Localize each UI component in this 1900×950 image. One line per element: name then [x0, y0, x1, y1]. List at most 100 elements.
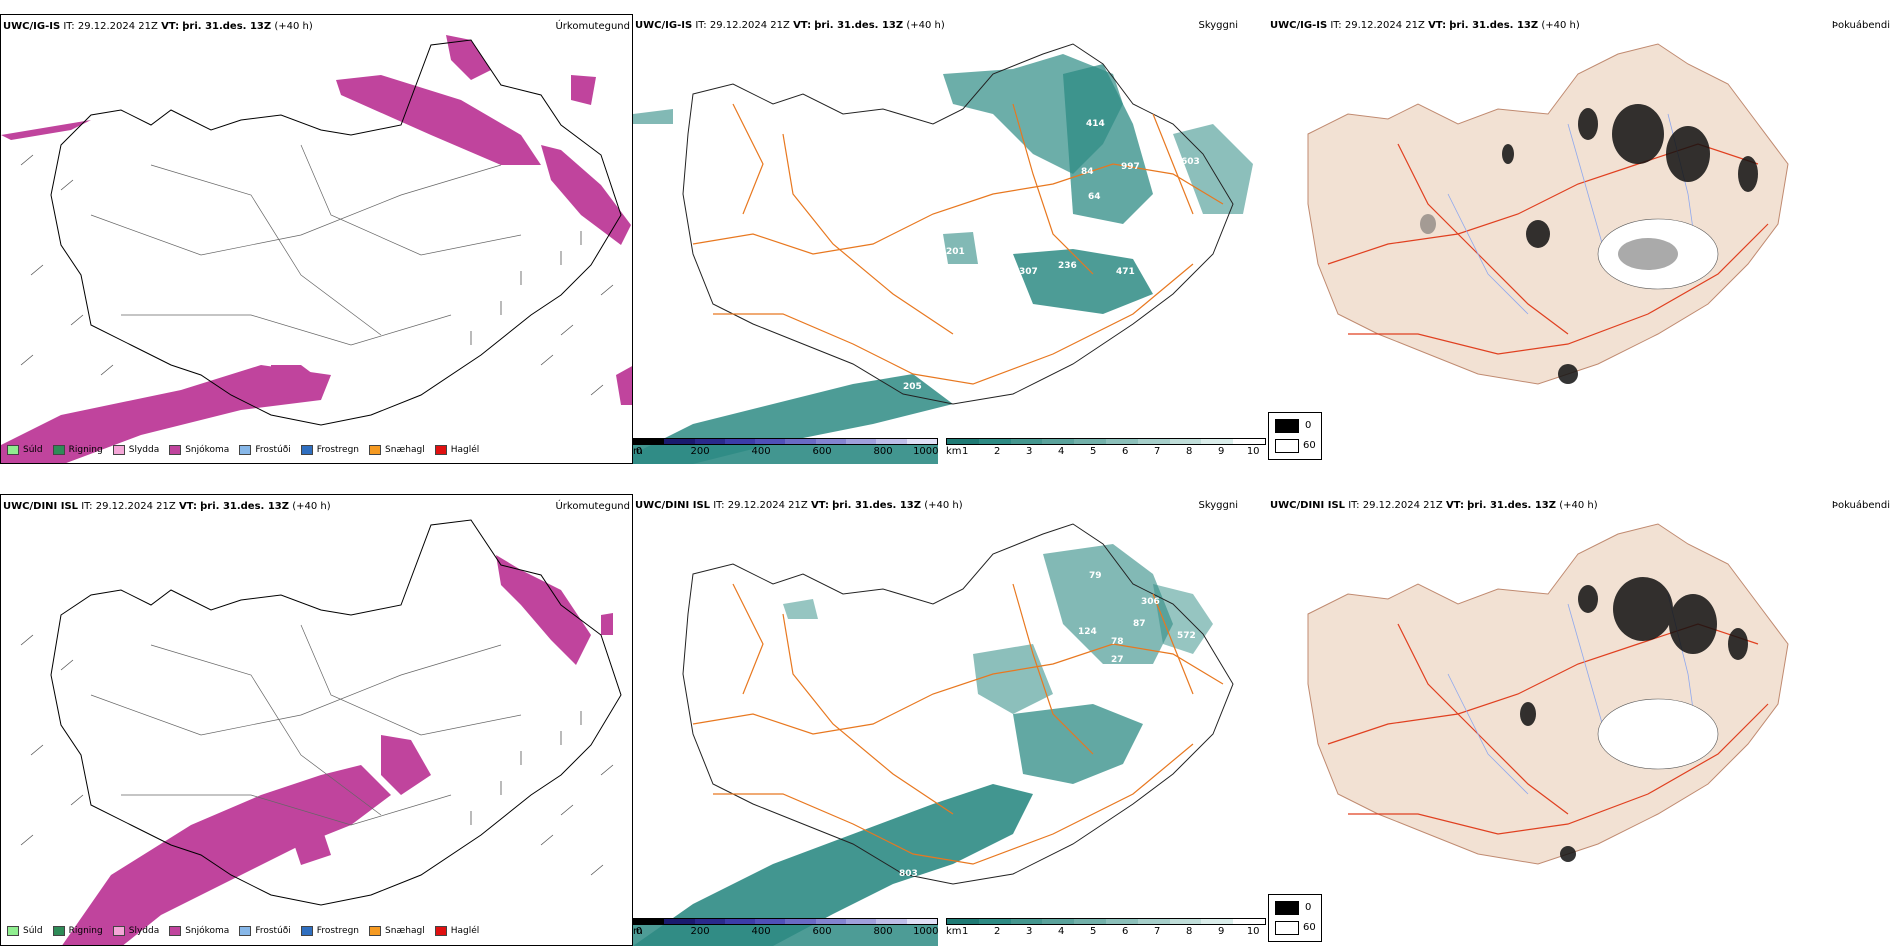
legend-item: Frostregn — [300, 445, 359, 455]
visibility-panel-1: 421 414 997 603 84 64 201 307 236 471 20… — [633, 14, 1268, 464]
svg-text:201: 201 — [946, 247, 965, 257]
svg-text:306: 306 — [1141, 597, 1160, 607]
height-tick: 800 — [873, 446, 893, 457]
panel-corner-label-fog-1: Þokuábendi — [1831, 20, 1890, 31]
height-tick: 200 — [690, 926, 710, 937]
km-tick: 3 — [1026, 926, 1033, 937]
fog-panel-2: UWC/DINI ISL IT: 29.12.2024 21Z VT: þri.… — [1268, 494, 1900, 946]
fog-panel-1: UWC/IG-IS IT: 29.12.2024 21Z VT: þri. 31… — [1268, 14, 1900, 464]
km-tick: 5 — [1090, 446, 1097, 457]
km-unit: km — [946, 446, 962, 457]
svg-text:79: 79 — [1089, 571, 1102, 581]
svg-text:236: 236 — [1058, 261, 1077, 271]
height-tick: 200 — [690, 446, 710, 457]
panel-title-2b: UWC/DINI ISL IT: 29.12.2024 21Z VT: þri.… — [635, 500, 963, 511]
legend-item: Snæhagl — [369, 926, 425, 936]
km-tick: 8 — [1186, 926, 1193, 937]
precip-legend-2: Súld Rigning Slydda Snjókoma Frostúði Fr… — [7, 926, 479, 936]
km-tick: 7 — [1154, 446, 1161, 457]
panel-corner-label-precip-1: Úrkomutegund — [555, 21, 630, 32]
height-tick: 0 — [635, 446, 643, 457]
svg-text:603: 603 — [1181, 157, 1200, 167]
height-tick: 600 — [812, 926, 832, 937]
legend-item: Frostúði — [239, 926, 291, 936]
height-unit: m — [633, 446, 643, 457]
legend-item: Rigning — [52, 445, 103, 455]
height-colorbar-1: 0 200 400 600 800 1000 m — [633, 438, 939, 460]
legend-item: Súld — [7, 445, 43, 455]
km-colorbar-1: 1 2 3 4 5 6 7 8 9 10 km — [946, 438, 1266, 460]
svg-text:421: 421 — [1121, 77, 1140, 87]
panel-corner-label-precip-2: Úrkomutegund — [555, 501, 630, 512]
svg-text:84: 84 — [1081, 167, 1094, 177]
km-tick: 4 — [1058, 926, 1065, 937]
legend-item: Snæhagl — [369, 445, 425, 455]
panel-title-1a: UWC/IG-IS IT: 29.12.2024 21Z VT: þri. 31… — [3, 21, 313, 32]
height-colorbar-2: 0 200 400 600 800 1000 m — [633, 918, 939, 940]
svg-text:307: 307 — [1019, 267, 1038, 277]
panel-title-2c: UWC/DINI ISL IT: 29.12.2024 21Z VT: þri.… — [1270, 500, 1598, 511]
height-tick: 1000 — [913, 926, 939, 937]
precip-legend-1: Súld Rigning Slydda Snjókoma Frostúði Fr… — [7, 445, 479, 455]
svg-text:803: 803 — [899, 869, 918, 879]
legend-item: Frostregn — [300, 926, 359, 936]
svg-text:27: 27 — [1111, 655, 1124, 665]
legend-item: Haglél — [434, 926, 479, 936]
km-tick: 10 — [1246, 926, 1260, 937]
km-tick: 10 — [1246, 446, 1260, 457]
km-tick: 1 — [962, 446, 969, 457]
km-tick: 3 — [1026, 446, 1033, 457]
precip-type-panel-1: UWC/IG-IS IT: 29.12.2024 21Z VT: þri. 31… — [0, 14, 633, 464]
km-tick: 6 — [1122, 446, 1129, 457]
panel-corner-label-fog-2: Þokuábendi — [1831, 500, 1890, 511]
legend-item: Frostúði — [239, 445, 291, 455]
km-tick: 1 — [962, 926, 969, 937]
svg-text:471: 471 — [1116, 267, 1135, 277]
km-tick: 6 — [1122, 926, 1129, 937]
visibility-panel-2: 79 306 124 87 78 572 27 803 UWC/DINI ISL… — [633, 494, 1268, 946]
km-tick: 8 — [1186, 446, 1193, 457]
height-tick: 1000 — [913, 446, 939, 457]
panel-title-2a: UWC/DINI ISL IT: 29.12.2024 21Z VT: þri.… — [3, 501, 331, 512]
legend-item: Haglél — [434, 445, 479, 455]
height-tick: 0 — [635, 926, 643, 937]
svg-text:124: 124 — [1078, 627, 1097, 637]
height-tick: 400 — [751, 926, 771, 937]
panel-title-1c: UWC/IG-IS IT: 29.12.2024 21Z VT: þri. 31… — [1270, 20, 1580, 31]
height-tick: 400 — [751, 446, 771, 457]
fog-map-1 — [1307, 43, 1789, 385]
km-tick: 2 — [994, 926, 1001, 937]
legend-item: Snjókoma — [169, 445, 229, 455]
visibility-map-1: 421 414 997 603 84 64 201 307 236 471 20… — [633, 43, 1253, 464]
svg-text:205: 205 — [903, 382, 922, 392]
visibility-map-2: 79 306 124 87 78 572 27 803 — [633, 523, 1234, 946]
km-tick: 7 — [1154, 926, 1161, 937]
km-colorbar-2: 1 2 3 4 5 6 7 8 9 10 km — [946, 918, 1266, 940]
fog-legend-2: 0 60 — [1268, 894, 1322, 942]
precip-map-2 — [20, 519, 622, 945]
legend-item: Slydda — [112, 445, 159, 455]
km-tick: 9 — [1218, 926, 1225, 937]
svg-text:572: 572 — [1177, 631, 1196, 641]
fog-map-2 — [1307, 523, 1789, 865]
svg-text:997: 997 — [1121, 162, 1140, 172]
panel-title-1b: UWC/IG-IS IT: 29.12.2024 21Z VT: þri. 31… — [635, 20, 945, 31]
svg-text:78: 78 — [1111, 637, 1124, 647]
legend-item: Rigning — [52, 926, 103, 936]
svg-text:87: 87 — [1133, 619, 1146, 629]
fog-legend-1: 0 60 — [1268, 412, 1322, 460]
height-tick: 600 — [812, 446, 832, 457]
svg-text:64: 64 — [1088, 192, 1101, 202]
legend-item: Súld — [7, 926, 43, 936]
panel-corner-label-vis-1: Skyggni — [1198, 20, 1238, 31]
legend-item: Snjókoma — [169, 926, 229, 936]
height-tick: 800 — [873, 926, 893, 937]
legend-item: Slydda — [112, 926, 159, 936]
km-unit: km — [946, 926, 962, 937]
svg-text:414: 414 — [1086, 119, 1105, 129]
height-unit: m — [633, 926, 643, 937]
precip-map-1 — [1, 35, 632, 463]
precip-type-panel-2: UWC/DINI ISL IT: 29.12.2024 21Z VT: þri.… — [0, 494, 633, 946]
km-tick: 4 — [1058, 446, 1065, 457]
panel-corner-label-vis-2: Skyggni — [1198, 500, 1238, 511]
